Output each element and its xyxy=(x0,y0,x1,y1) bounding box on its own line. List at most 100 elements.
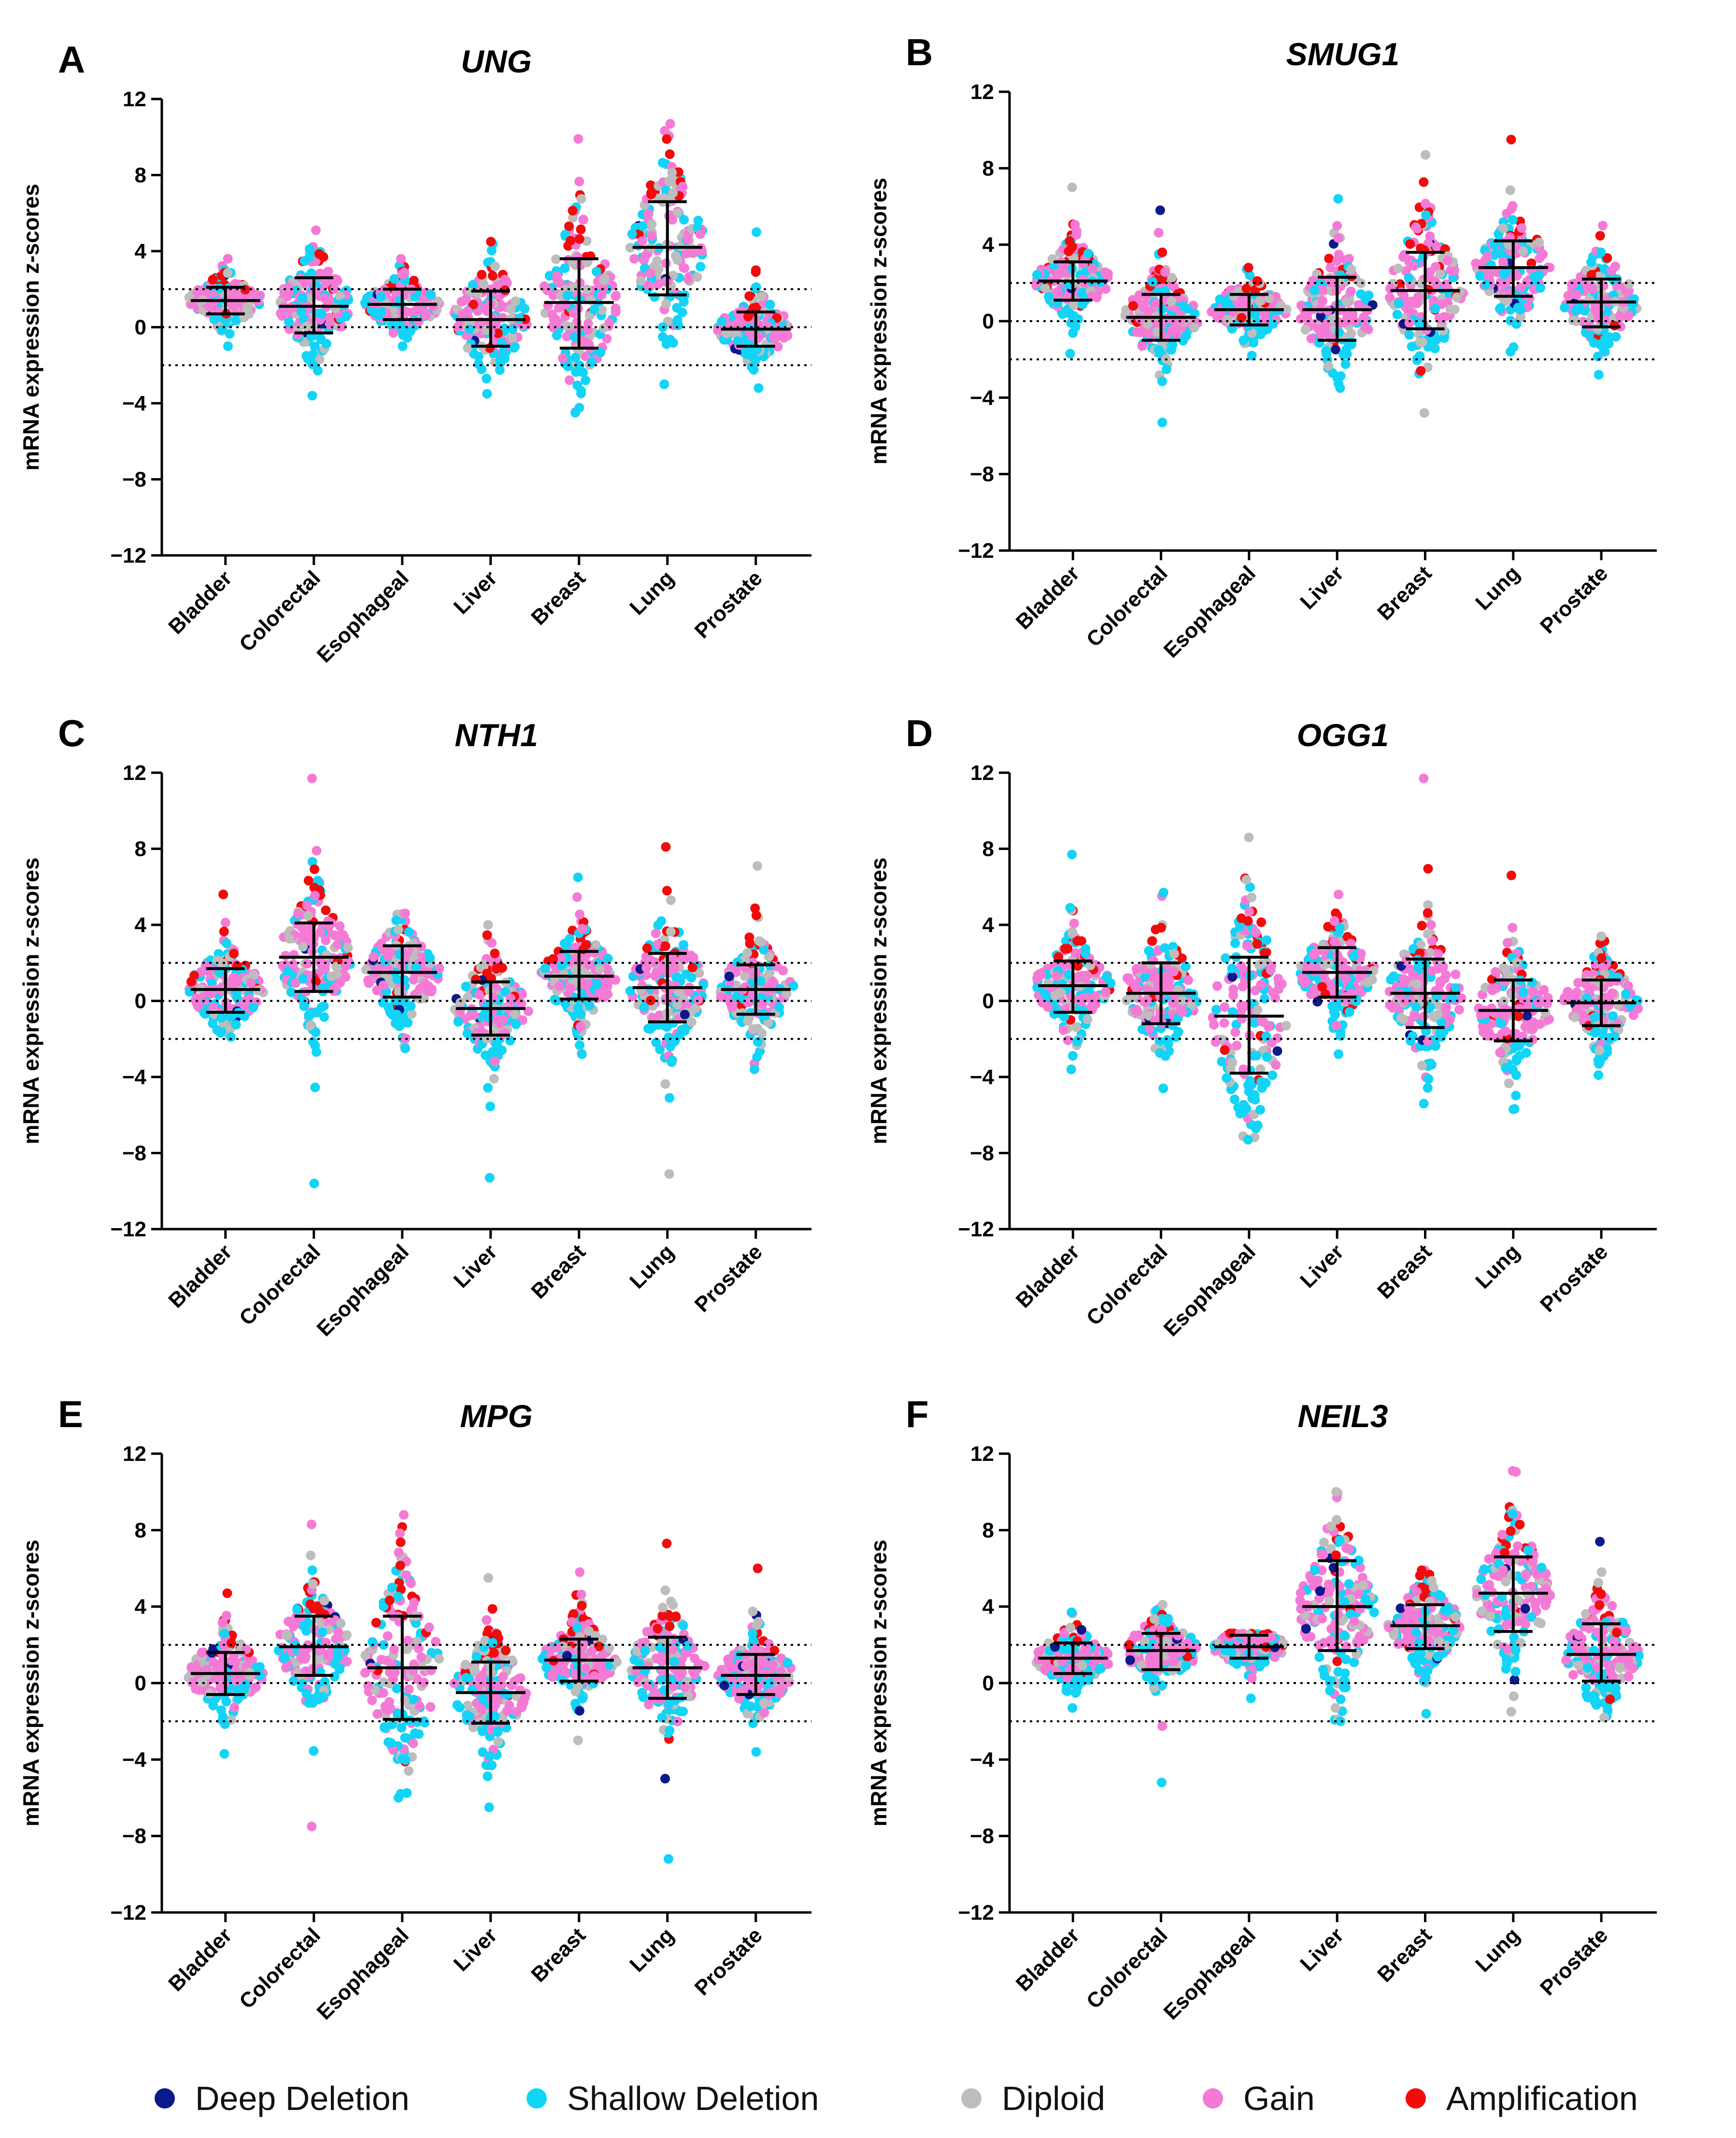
point-colorectal xyxy=(293,330,303,340)
point-lung xyxy=(637,236,647,246)
point-lung xyxy=(1511,319,1522,329)
point-colorectal xyxy=(281,950,291,961)
point-breast xyxy=(1411,222,1421,232)
point-esophageal xyxy=(1243,1134,1253,1145)
point-lung xyxy=(1500,1026,1510,1036)
point-lung xyxy=(1511,1090,1521,1101)
point-colorectal xyxy=(283,282,293,292)
point-bladder xyxy=(1068,1051,1078,1061)
x-tick-label-breast: Breast xyxy=(1373,561,1437,625)
point-lung xyxy=(660,993,670,1004)
point-breast xyxy=(574,234,584,244)
point-lung xyxy=(660,941,670,951)
point-breast xyxy=(1426,920,1436,930)
point-liver xyxy=(511,1019,521,1030)
point-lung xyxy=(627,229,637,239)
point-lung xyxy=(1505,185,1515,195)
point-breast xyxy=(577,1049,587,1059)
point-bladder xyxy=(223,268,233,278)
point-lung xyxy=(653,279,663,289)
point-lung xyxy=(1518,987,1528,997)
point-prostate xyxy=(772,961,782,971)
point-breast xyxy=(584,1001,595,1011)
y-axis-label: mRNA expression z-scores xyxy=(866,178,891,465)
point-lung xyxy=(661,842,671,852)
point-prostate xyxy=(724,971,734,981)
point-lung xyxy=(646,180,656,190)
point-colorectal xyxy=(1130,1005,1140,1016)
point-breast xyxy=(1408,970,1418,980)
point-breast xyxy=(1401,956,1411,966)
point-liver xyxy=(1323,361,1334,371)
panel-title: UNG xyxy=(461,43,532,79)
point-colorectal xyxy=(1157,376,1167,386)
point-esophageal xyxy=(1252,939,1262,949)
point-breast xyxy=(557,353,568,363)
x-tick-label-lung: Lung xyxy=(625,1240,679,1293)
point-liver xyxy=(1331,1002,1341,1012)
point-lung xyxy=(645,1024,655,1034)
point-lung xyxy=(1498,223,1508,233)
point-bladder xyxy=(1043,1002,1053,1012)
point-colorectal xyxy=(323,267,333,277)
point-esophageal xyxy=(391,915,401,925)
y-tick-label: −4 xyxy=(970,386,995,410)
point-liver xyxy=(1336,1031,1346,1041)
point-prostate xyxy=(748,1024,758,1034)
point-liver xyxy=(1324,254,1334,264)
point-breast xyxy=(1412,979,1422,989)
point-colorectal xyxy=(1160,1051,1170,1061)
point-liver xyxy=(1338,350,1349,360)
point-esophageal xyxy=(1239,1102,1250,1112)
point-lung xyxy=(1499,269,1509,279)
point-esophageal xyxy=(1252,276,1262,286)
y-tick-label: 8 xyxy=(135,837,146,861)
point-breast xyxy=(1438,325,1449,335)
point-liver xyxy=(501,276,511,286)
point-colorectal xyxy=(332,939,342,949)
point-bladder xyxy=(219,926,229,936)
point-lung xyxy=(660,277,670,287)
point-colorectal xyxy=(1156,922,1166,933)
points-layer xyxy=(1031,134,1642,427)
point-breast xyxy=(1451,983,1461,993)
point-breast xyxy=(597,290,607,300)
point-breast xyxy=(1435,979,1445,989)
point-liver xyxy=(506,304,516,314)
point-lung xyxy=(670,251,681,261)
point-liver xyxy=(468,299,478,310)
point-esophageal xyxy=(400,1043,410,1053)
point-lung xyxy=(665,119,675,129)
point-lung xyxy=(1501,965,1511,976)
point-lung xyxy=(1518,246,1528,256)
point-colorectal xyxy=(1167,1020,1178,1031)
panel-title: OGG1 xyxy=(1297,717,1389,753)
x-tick-label-colorectal: Colorectal xyxy=(1082,561,1172,651)
point-liver xyxy=(1332,221,1342,231)
point-bladder xyxy=(1081,949,1091,959)
point-breast xyxy=(573,134,583,144)
point-esophageal xyxy=(1255,1104,1266,1115)
point-breast xyxy=(564,221,574,231)
point-colorectal xyxy=(341,311,351,322)
point-esophageal xyxy=(1260,993,1270,1004)
point-breast xyxy=(589,304,599,314)
point-liver xyxy=(462,1028,472,1038)
point-bladder xyxy=(1071,1022,1081,1033)
x-tick-label-prostate: Prostate xyxy=(690,1240,767,1317)
point-breast xyxy=(579,952,589,963)
point-breast xyxy=(1419,177,1429,187)
point-breast xyxy=(1423,1074,1434,1084)
point-lung xyxy=(683,274,693,284)
point-liver xyxy=(474,990,484,1000)
point-lung xyxy=(657,157,668,168)
point-esophageal xyxy=(1247,892,1257,902)
point-esophageal xyxy=(388,328,398,338)
point-liver xyxy=(453,1017,463,1027)
point-colorectal xyxy=(319,1001,329,1011)
point-liver xyxy=(477,269,487,280)
point-bladder xyxy=(223,254,233,264)
point-prostate xyxy=(752,227,762,237)
y-tick-label: −12 xyxy=(958,1218,994,1241)
